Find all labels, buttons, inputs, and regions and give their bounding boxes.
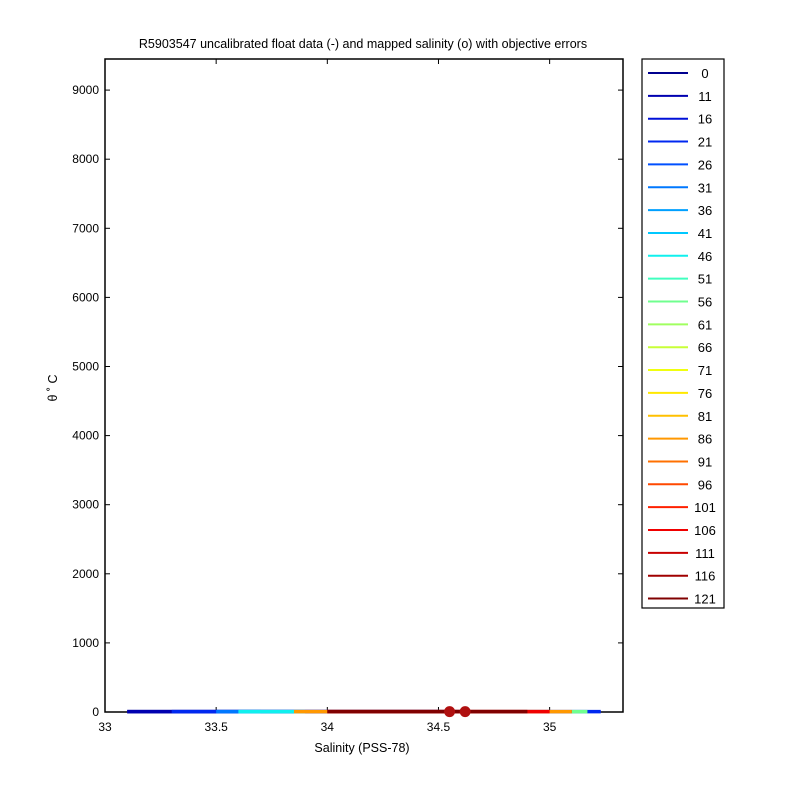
y-tick-label: 8000 — [72, 152, 99, 166]
x-tick-label: 33 — [98, 720, 112, 734]
mapped-points-layer — [444, 706, 471, 718]
legend-label: 116 — [695, 569, 716, 584]
x-tick-label: 34 — [321, 720, 335, 734]
legend: 0 11 16 21 26 31 36 41 46 51 56 61 66 71 76 81 86 91 96 101… — [648, 66, 716, 607]
plot-area — [104, 58, 624, 713]
legend-label: 41 — [698, 226, 712, 241]
y-tick-label: 9000 — [72, 83, 99, 97]
mapped-point — [444, 706, 456, 718]
y-tick-label: 4000 — [72, 429, 99, 443]
y-tick-label: 6000 — [72, 290, 99, 304]
legend-label: 111 — [695, 546, 715, 561]
x-tick-label: 34.5 — [427, 720, 451, 734]
legend-label: 51 — [698, 272, 712, 287]
y-tick-label: 2000 — [72, 567, 99, 581]
x-axis-label: Salinity (PSS-78) — [314, 741, 409, 755]
y-tick-label: 3000 — [72, 498, 99, 512]
chart-title: R5903547 uncalibrated float data (-) and… — [139, 37, 587, 51]
legend-label: 76 — [698, 386, 712, 401]
y-tick-label: 5000 — [72, 359, 99, 373]
x-axis: 33 33.5 34 34.5 35 — [98, 59, 557, 734]
legend-label: 66 — [698, 340, 712, 355]
legend-label: 56 — [698, 295, 712, 310]
x-tick-label: 35 — [543, 720, 557, 734]
legend-label: 101 — [694, 500, 716, 515]
x-tick-label: 33.5 — [204, 720, 228, 734]
legend-box — [641, 58, 725, 609]
legend-label: 0 — [701, 66, 708, 81]
legend-label: 16 — [698, 112, 712, 127]
legend-label: 96 — [698, 477, 712, 492]
legend-label: 81 — [698, 409, 712, 424]
legend-label: 11 — [698, 89, 712, 104]
legend-label: 36 — [698, 203, 712, 218]
legend-label: 71 — [698, 363, 712, 378]
legend-label: 46 — [698, 249, 712, 264]
y-axis-label: θ ˚ C — [46, 374, 60, 401]
legend-label: 106 — [694, 523, 716, 538]
legend-label: 26 — [698, 157, 712, 172]
y-tick-label: 0 — [92, 705, 99, 719]
legend-label: 86 — [698, 432, 712, 447]
legend-label: 91 — [698, 454, 712, 469]
mapped-point — [459, 706, 471, 718]
legend-label: 61 — [698, 317, 712, 332]
y-tick-label: 1000 — [72, 636, 99, 650]
y-tick-label: 7000 — [72, 221, 99, 235]
legend-label: 121 — [694, 592, 716, 607]
legend-label: 21 — [698, 135, 712, 150]
legend-label: 31 — [698, 180, 712, 195]
y-axis: 0 1000 2000 3000 4000 5000 6000 7000 8000 9000 — [72, 83, 623, 719]
